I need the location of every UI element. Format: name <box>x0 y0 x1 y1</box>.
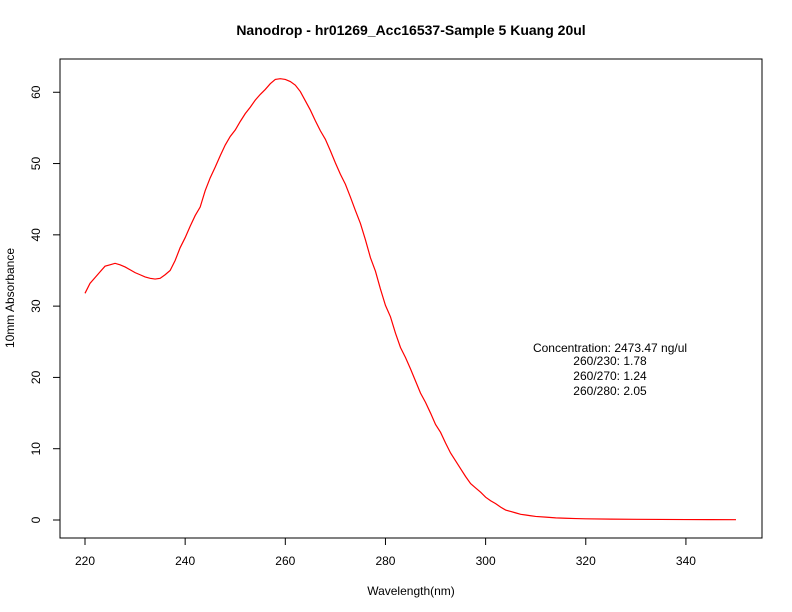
y-tick-label: 60 <box>29 85 43 99</box>
y-tick-label: 50 <box>29 157 43 171</box>
ratio-260-230-annotation: 260/230: 1.78 <box>573 354 647 368</box>
y-tick-label: 40 <box>29 228 43 242</box>
ratio-260-270-annotation: 260/270: 1.24 <box>573 369 647 383</box>
x-tick-label: 340 <box>676 554 696 568</box>
y-tick-label: 10 <box>29 442 43 456</box>
absorbance-curve <box>84 78 737 521</box>
x-tick-label: 280 <box>375 554 395 568</box>
x-axis: 220 240 260 280 300 320 340 <box>75 538 696 568</box>
y-axis: 0 10 20 30 40 50 60 <box>29 85 60 523</box>
ratio-260-280-annotation: 260/280: 2.05 <box>573 384 647 398</box>
y-tick-label: 30 <box>29 299 43 313</box>
x-tick-label: 260 <box>275 554 295 568</box>
x-tick-label: 320 <box>576 554 596 568</box>
y-tick-label: 0 <box>29 516 43 523</box>
chart-title: Nanodrop - hr01269_Acc16537-Sample 5 Kua… <box>236 22 585 38</box>
concentration-annotation: Concentration: 2473.47 ng/ul <box>533 341 687 355</box>
plot-frame <box>59 58 763 539</box>
x-tick-label: 240 <box>175 554 195 568</box>
y-tick-label: 20 <box>29 370 43 384</box>
x-tick-label: 300 <box>476 554 496 568</box>
annotation-block: Concentration: 2473.47 ng/ul 260/230: 1.… <box>533 341 687 398</box>
x-tick-label: 220 <box>75 554 95 568</box>
x-axis-label: Wavelength(nm) <box>367 584 455 598</box>
y-axis-label: 10mm Absorbance <box>3 248 17 348</box>
